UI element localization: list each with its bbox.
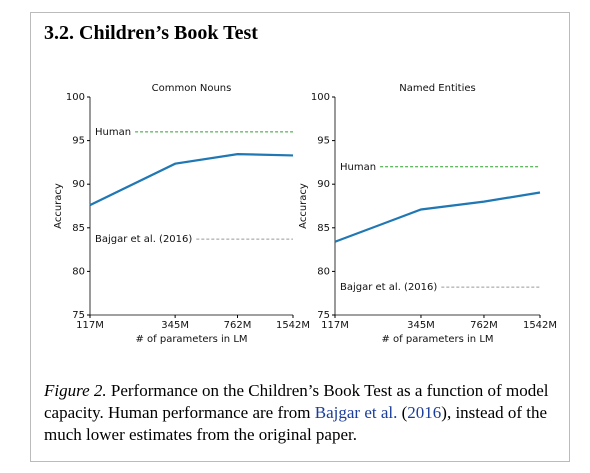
x-tick-label: 345M [407, 320, 435, 331]
data-line [334, 191, 541, 243]
y-tick-label: 95 [317, 136, 330, 147]
y-axis-label: Accuracy [53, 183, 64, 229]
y-tick-label: 100 [66, 92, 85, 103]
data-line [89, 153, 294, 207]
citation-link[interactable]: 2016 [407, 403, 442, 422]
x-tick-label: 762M [470, 320, 498, 331]
x-tick-label: 762M [224, 320, 252, 331]
y-tick-label: 85 [317, 223, 330, 234]
reference-label: Human [95, 127, 131, 138]
caption-text: Performance on the Children’s Book Test … [44, 381, 549, 422]
y-tick-label: 80 [72, 266, 85, 277]
y-axis-label: Accuracy [298, 183, 309, 229]
x-tick-label: 345M [161, 320, 189, 331]
reference-label: Bajgar et al. (2016) [340, 282, 437, 293]
figure-frame [30, 12, 570, 462]
y-tick-label: 85 [72, 223, 85, 234]
y-tick-label: 90 [317, 179, 330, 190]
section-title: 3.2. Children’s Book Test [44, 22, 258, 44]
reference-label: Human [340, 162, 376, 173]
reference-label: Bajgar et al. (2016) [95, 234, 192, 245]
caption-text: ), instead of the much lower estimates f… [44, 403, 548, 444]
x-tick-label: 117M [76, 320, 104, 331]
x-tick-label: 1542M [276, 320, 310, 331]
caption-label: Figure 2. [44, 381, 107, 400]
x-axis-label: # of parameters in LM [135, 334, 247, 345]
y-tick-label: 95 [72, 136, 85, 147]
caption-text: ( [401, 403, 408, 422]
x-tick-label: 1542M [523, 320, 557, 331]
chart-title: Common Nouns [152, 83, 232, 94]
y-tick-label: 90 [72, 179, 85, 190]
y-tick-label: 100 [311, 92, 330, 103]
citation-link[interactable]: Bajgar et al. [314, 403, 398, 422]
caption: Figure 2. Performance on the Children’s … [44, 380, 574, 446]
charts: Common Nouns 75 80 85 90 95 100 117M 345M 762M 154… [53, 83, 557, 345]
y-tick-label: 80 [317, 266, 330, 277]
y-tick-label: 75 [72, 310, 85, 321]
x-axis-label: # of parameters in LM [381, 334, 493, 345]
y-tick-label: 75 [317, 310, 330, 321]
x-tick-label: 117M [321, 320, 349, 331]
chart-title: Named Entities [399, 83, 475, 94]
